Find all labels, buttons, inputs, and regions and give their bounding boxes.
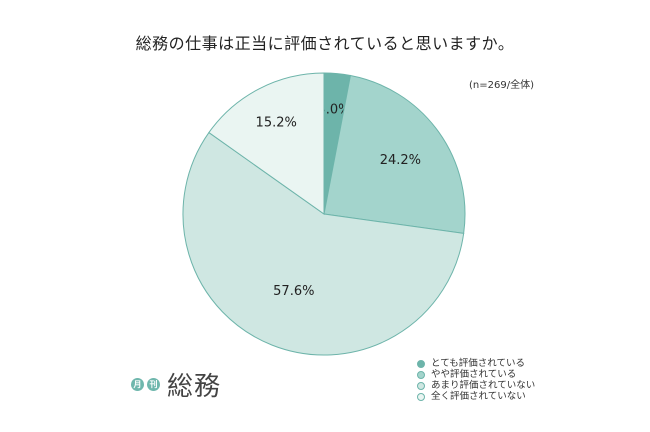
logo-wordmark: 総務 [167, 372, 222, 402]
legend-item: 全く評価されていない [417, 391, 535, 402]
legend-label: とても評価されている [431, 358, 525, 369]
legend-label: やや評価されている [431, 369, 517, 380]
slice-value-label-2: 57.6% [273, 284, 314, 299]
pie-slice-3 [208, 72, 325, 215]
slice-value-label-3: 15.2% [256, 116, 297, 131]
legend-swatch-1 [417, 370, 425, 379]
chart-legend: とても評価されている やや評価されている あまり評価されていない 全く評価されて… [417, 358, 535, 402]
legend-label: 全く評価されていない [431, 391, 526, 402]
legend-item: やや評価されている [417, 369, 535, 380]
slice-value-label-0: 3.0% [317, 102, 350, 117]
gekkan-soumu-logo: 月 刊 総務 [131, 366, 221, 403]
sample-size-note: (n=269/全体) [469, 80, 534, 91]
legend-item: とても評価されている [417, 358, 535, 369]
legend-label: あまり評価されていない [431, 380, 536, 391]
legend-swatch-0 [417, 359, 425, 368]
legend-swatch-2 [417, 381, 425, 390]
logo-badge-tsuki: 月 [131, 378, 144, 391]
slice-value-label-1: 24.2% [380, 153, 421, 168]
pie-slice-1 [323, 74, 466, 234]
pie-slice-2 [182, 131, 465, 356]
chart-title: 総務の仕事は正当に評価されていると思いますか。 [135, 34, 515, 53]
logo-badge-kan: 刊 [147, 378, 160, 391]
legend-item: あまり評価されていない [417, 380, 535, 391]
legend-swatch-3 [417, 392, 425, 401]
